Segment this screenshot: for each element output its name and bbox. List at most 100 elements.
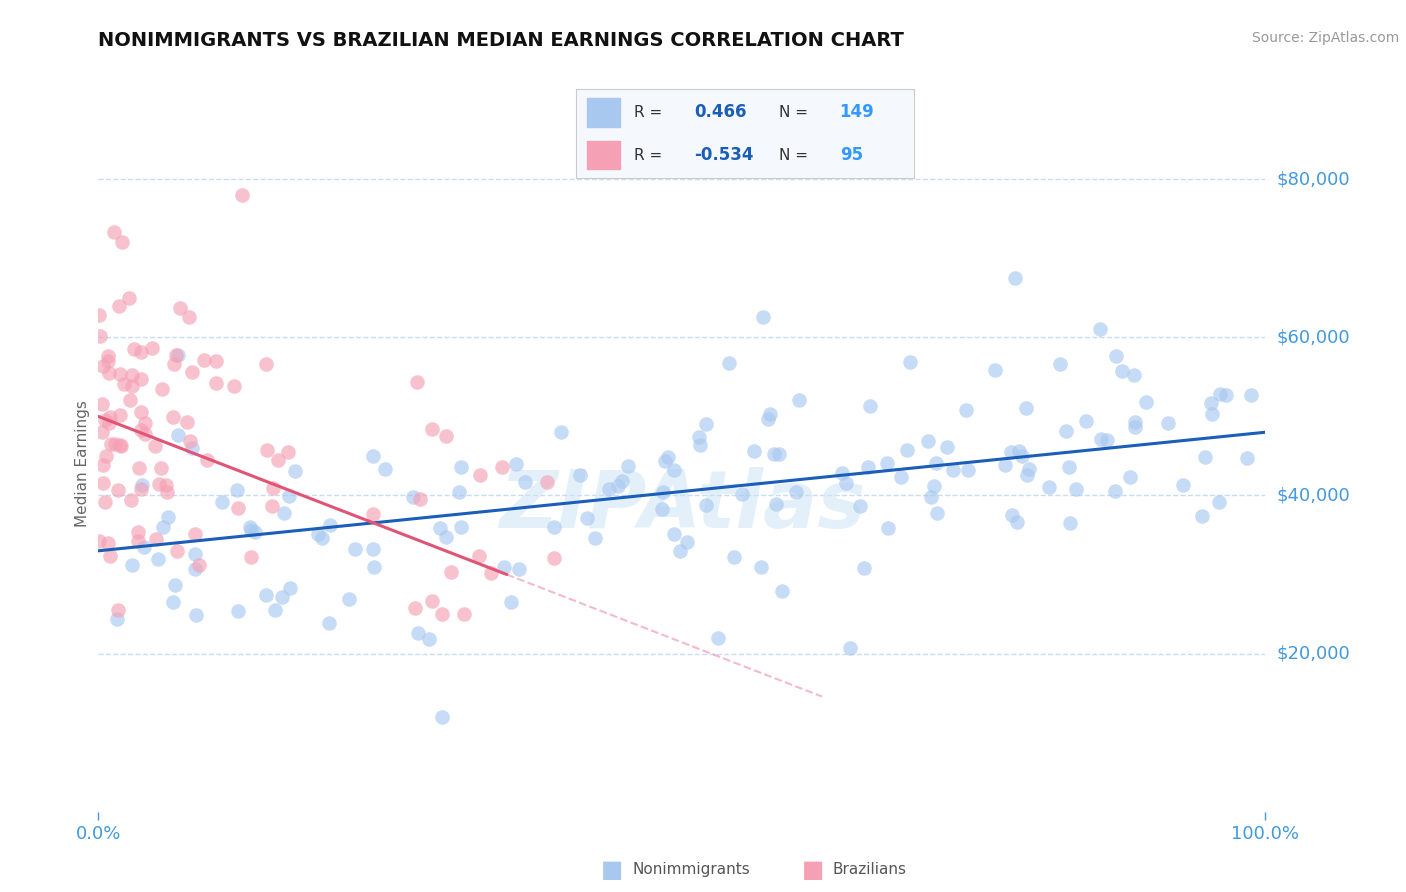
Point (450, 520, 472, 534)
Point (97, 349, 120, 363)
Point (121, 379, 143, 393)
Point (430, 607, 453, 621)
Point (422, 422, 444, 436)
Point (695, 417, 717, 432)
Point (239, 519, 262, 533)
Point (1240, 388, 1263, 402)
Point (731, 487, 754, 501)
Point (166, 348, 188, 362)
Point (181, 365, 204, 379)
Point (181, 442, 204, 456)
Point (491, 459, 513, 474)
Point (1076, 414, 1098, 428)
Point (508, 561, 530, 575)
Point (145, 532, 167, 546)
Point (936, 440, 959, 454)
Point (308, 526, 330, 541)
Text: ■: ■ (600, 858, 623, 881)
Point (550, 425, 572, 439)
Point (152, 520, 174, 534)
Point (110, 439, 132, 453)
Point (536, 475, 558, 489)
Point (108, 299, 131, 313)
Point (1123, 368, 1146, 382)
Point (434, 428, 457, 442)
Point (239, 523, 262, 537)
Point (361, 542, 384, 557)
Point (890, 470, 912, 484)
Point (583, 532, 606, 546)
Point (1201, 407, 1223, 421)
Point (453, 607, 475, 621)
Point (409, 491, 432, 506)
Point (193, 352, 215, 367)
Point (162, 409, 184, 424)
Point (499, 595, 522, 609)
Point (1059, 516, 1081, 530)
Point (440, 566, 463, 580)
Point (225, 483, 247, 497)
Point (447, 484, 470, 499)
Point (835, 475, 858, 490)
Point (759, 407, 782, 421)
Text: ■: ■ (801, 858, 824, 881)
Point (1090, 322, 1112, 336)
Point (749, 560, 772, 574)
Point (263, 603, 285, 617)
Point (505, 458, 527, 472)
Text: R =: R = (634, 148, 662, 162)
Point (513, 475, 536, 489)
Point (654, 454, 676, 468)
Point (97, 354, 120, 368)
Point (1119, 469, 1142, 483)
Point (141, 341, 163, 355)
Point (98, 366, 121, 380)
Point (606, 479, 628, 493)
Point (179, 434, 201, 449)
Point (96, 449, 118, 463)
Point (927, 506, 949, 520)
Point (668, 544, 690, 558)
Point (363, 560, 385, 574)
Point (877, 521, 900, 535)
Point (184, 547, 207, 561)
Point (91, 476, 114, 491)
Point (111, 235, 134, 250)
Point (108, 408, 131, 422)
Point (404, 601, 426, 615)
Point (120, 493, 142, 508)
Point (211, 495, 233, 509)
Text: N =: N = (779, 148, 808, 162)
Y-axis label: Median Earnings: Median Earnings (75, 401, 90, 527)
Text: Source: ZipAtlas.com: Source: ZipAtlas.com (1251, 31, 1399, 45)
Point (787, 392, 810, 407)
Point (205, 376, 228, 391)
Point (1111, 364, 1133, 378)
Point (262, 481, 284, 495)
Text: 95: 95 (839, 146, 863, 164)
Point (543, 551, 565, 566)
Point (598, 482, 620, 496)
Point (134, 427, 156, 442)
Point (434, 530, 457, 544)
Point (853, 561, 876, 575)
Point (110, 438, 132, 452)
Point (157, 510, 180, 524)
Point (103, 226, 125, 240)
Point (1208, 387, 1230, 401)
Point (838, 641, 860, 656)
Point (768, 447, 790, 461)
Point (994, 458, 1017, 472)
Point (231, 188, 253, 202)
Point (1199, 396, 1222, 410)
Point (134, 416, 156, 430)
Point (166, 428, 188, 442)
Point (984, 363, 1007, 377)
Point (361, 450, 384, 464)
Point (1038, 480, 1060, 494)
Point (176, 416, 198, 430)
Point (89, 329, 111, 343)
Point (90, 397, 112, 411)
Point (129, 483, 152, 497)
Point (1171, 478, 1194, 492)
